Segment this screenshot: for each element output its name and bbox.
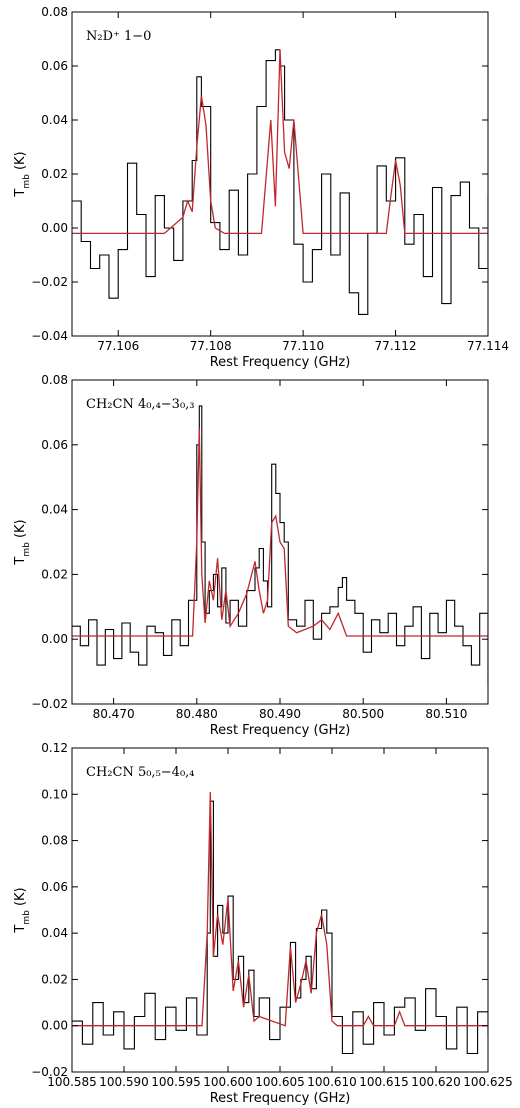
y-tick-label: 0.12 (41, 741, 68, 755)
x-axis-label: Rest Frequency (GHz) (210, 355, 351, 370)
x-tick-label: 100.625 (463, 1075, 513, 1089)
y-tick-label: 0.02 (41, 972, 68, 986)
x-tick-label: 100.615 (359, 1075, 409, 1089)
x-tick-label: 77.110 (282, 339, 324, 353)
y-tick-label: 0.04 (41, 926, 68, 940)
y-tick-label: 0.00 (41, 632, 68, 646)
x-tick-label: 100.590 (99, 1075, 149, 1089)
chart-panel-1: 77.106 77.108 77.110 77.112 77.114 −0.04 −0.02… (13, 5, 509, 370)
observed-spectrum-line (72, 49, 488, 315)
y-tick-label: 0.08 (41, 834, 68, 848)
chart-panel-2: 80.470 80.480 80.490 80.500 80.510 −0.02 0.00 0… (13, 373, 489, 738)
model-spectrum-line (72, 791, 488, 1027)
x-tick-label: 77.114 (467, 339, 509, 353)
y-tick-label: 0.02 (41, 567, 68, 581)
x-tick-label: 100.585 (47, 1075, 97, 1089)
model-spectrum-line (72, 428, 488, 637)
y-tick-label: 0.06 (41, 880, 68, 894)
y-tick-label: 0.08 (41, 373, 68, 387)
observed-spectrum-line (72, 800, 488, 1055)
y-tick-label: 0.06 (41, 59, 68, 73)
y-tick-label: 0.04 (41, 113, 68, 127)
x-tick-label: 100.610 (307, 1075, 357, 1089)
y-tick-label: 0.06 (41, 438, 68, 452)
x-tick-label: 77.112 (375, 339, 417, 353)
x-tick-label: 100.605 (255, 1075, 305, 1089)
x-tick-label: 100.620 (411, 1075, 461, 1089)
observed-spectrum-line (72, 405, 488, 685)
y-tick-label: 0.08 (41, 5, 68, 19)
x-tick-label: 80.470 (93, 707, 135, 721)
y-tick-label: −0.04 (31, 329, 68, 343)
x-tick-label: 80.490 (259, 707, 301, 721)
y-tick-label: 0.10 (41, 787, 68, 801)
y-tick-label: −0.02 (31, 697, 68, 711)
y-tick-label: −0.02 (31, 275, 68, 289)
x-tick-label: 80.510 (425, 707, 467, 721)
y-axis-label: Tmb (K) (13, 151, 32, 197)
panel-title: N₂D⁺ 1−0 (86, 29, 151, 44)
panel-title: CH₂CN 4₀,₄−3₀,₃ (86, 397, 195, 412)
panel-title: CH₂CN 5₀,₅−4₀,₄ (86, 765, 195, 780)
x-axis-label: Rest Frequency (GHz) (210, 1091, 351, 1106)
y-tick-label: 0.00 (41, 221, 68, 235)
chart-panel-3: 100.585 100.590 100.595 100.600 100.605 100.6… (13, 741, 513, 1106)
y-tick-label: 0.04 (41, 503, 68, 517)
y-tick-label: 0.00 (41, 1019, 68, 1033)
x-tick-label: 80.480 (176, 707, 218, 721)
x-axis-label: Rest Frequency (GHz) (210, 723, 351, 738)
y-axis-label: Tmb (K) (13, 519, 32, 565)
x-tick-label: 77.108 (190, 339, 232, 353)
y-tick-label: 0.02 (41, 167, 68, 181)
model-spectrum-line (72, 49, 488, 235)
x-tick-label: 100.600 (203, 1075, 253, 1089)
x-tick-label: 77.106 (97, 339, 139, 353)
y-axis-label: Tmb (K) (13, 887, 32, 933)
y-tick-label: −0.02 (31, 1065, 68, 1079)
x-tick-label: 100.595 (151, 1075, 201, 1089)
x-tick-label: 80.500 (342, 707, 384, 721)
